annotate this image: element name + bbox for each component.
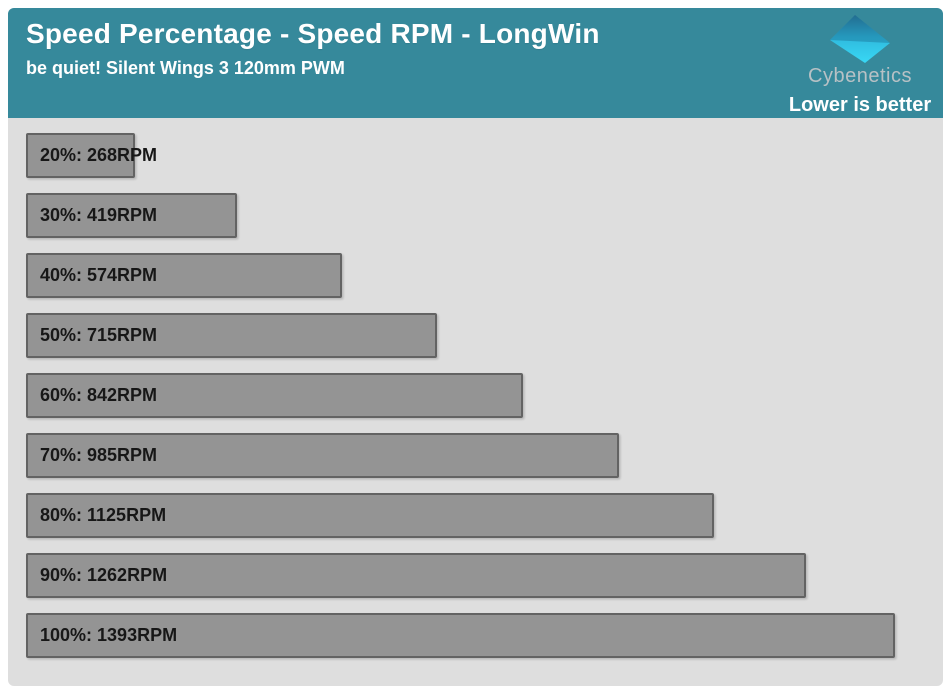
- bar-row: 80%: 1125RPM: [26, 493, 943, 553]
- bar-80%: 80%: 1125RPM: [26, 493, 714, 538]
- bar-60%: 60%: 842RPM: [26, 373, 523, 418]
- bar-value-label: 30%: 419RPM: [40, 205, 158, 225]
- chart-header: Speed Percentage - Speed RPM - LongWin b…: [8, 8, 943, 118]
- chart-subtitle: be quiet! Silent Wings 3 120mm PWM: [26, 58, 345, 78]
- brand-name: Cybenetics: [808, 65, 912, 87]
- bar-row: 60%: 842RPM: [26, 373, 943, 433]
- bar-row: 20%: 268RPM: [26, 133, 943, 193]
- bar-20%: 20%: 268RPM: [26, 133, 157, 178]
- lower-is-better-note: Lower is better: [788, 94, 932, 116]
- bar-row: 50%: 715RPM: [26, 313, 943, 373]
- bar-50%: 50%: 715RPM: [26, 313, 437, 358]
- chart-title: Speed Percentage - Speed RPM - LongWin: [26, 18, 600, 49]
- bar-row: 90%: 1262RPM: [26, 553, 943, 613]
- bar-70%: 70%: 985RPM: [26, 433, 619, 478]
- bar-chart-plot: 20%: 268RPM 30%: 419RPM 40%: 574RPM 50%: 71…: [8, 118, 943, 673]
- bar-90%: 90%: 1262RPM: [26, 553, 806, 598]
- bar-value-label: 50%: 715RPM: [40, 325, 158, 345]
- brand-block: Cybenetics Lower is better: [785, 14, 935, 117]
- bar-row: 40%: 574RPM: [26, 253, 943, 313]
- bar-value-label: 60%: 842RPM: [40, 385, 158, 405]
- bar-value-label: 20%: 268RPM: [40, 145, 158, 165]
- bar-value-label: 70%: 985RPM: [40, 445, 158, 465]
- bar-value-label: 40%: 574RPM: [40, 265, 158, 285]
- chart-card: Speed Percentage - Speed RPM - LongWin b…: [8, 8, 943, 686]
- bar-30%: 30%: 419RPM: [26, 193, 237, 238]
- bar-row: 70%: 985RPM: [26, 433, 943, 493]
- bar-row: 30%: 419RPM: [26, 193, 943, 253]
- bar-100%: 100%: 1393RPM: [26, 613, 895, 658]
- bar-40%: 40%: 574RPM: [26, 253, 342, 298]
- bar-row: 100%: 1393RPM: [26, 613, 943, 673]
- bar-value-label: 100%: 1393RPM: [40, 625, 178, 645]
- cybenetics-logo-icon: [830, 15, 890, 63]
- bar-value-label: 80%: 1125RPM: [40, 505, 167, 525]
- bar-value-label: 90%: 1262RPM: [40, 565, 168, 585]
